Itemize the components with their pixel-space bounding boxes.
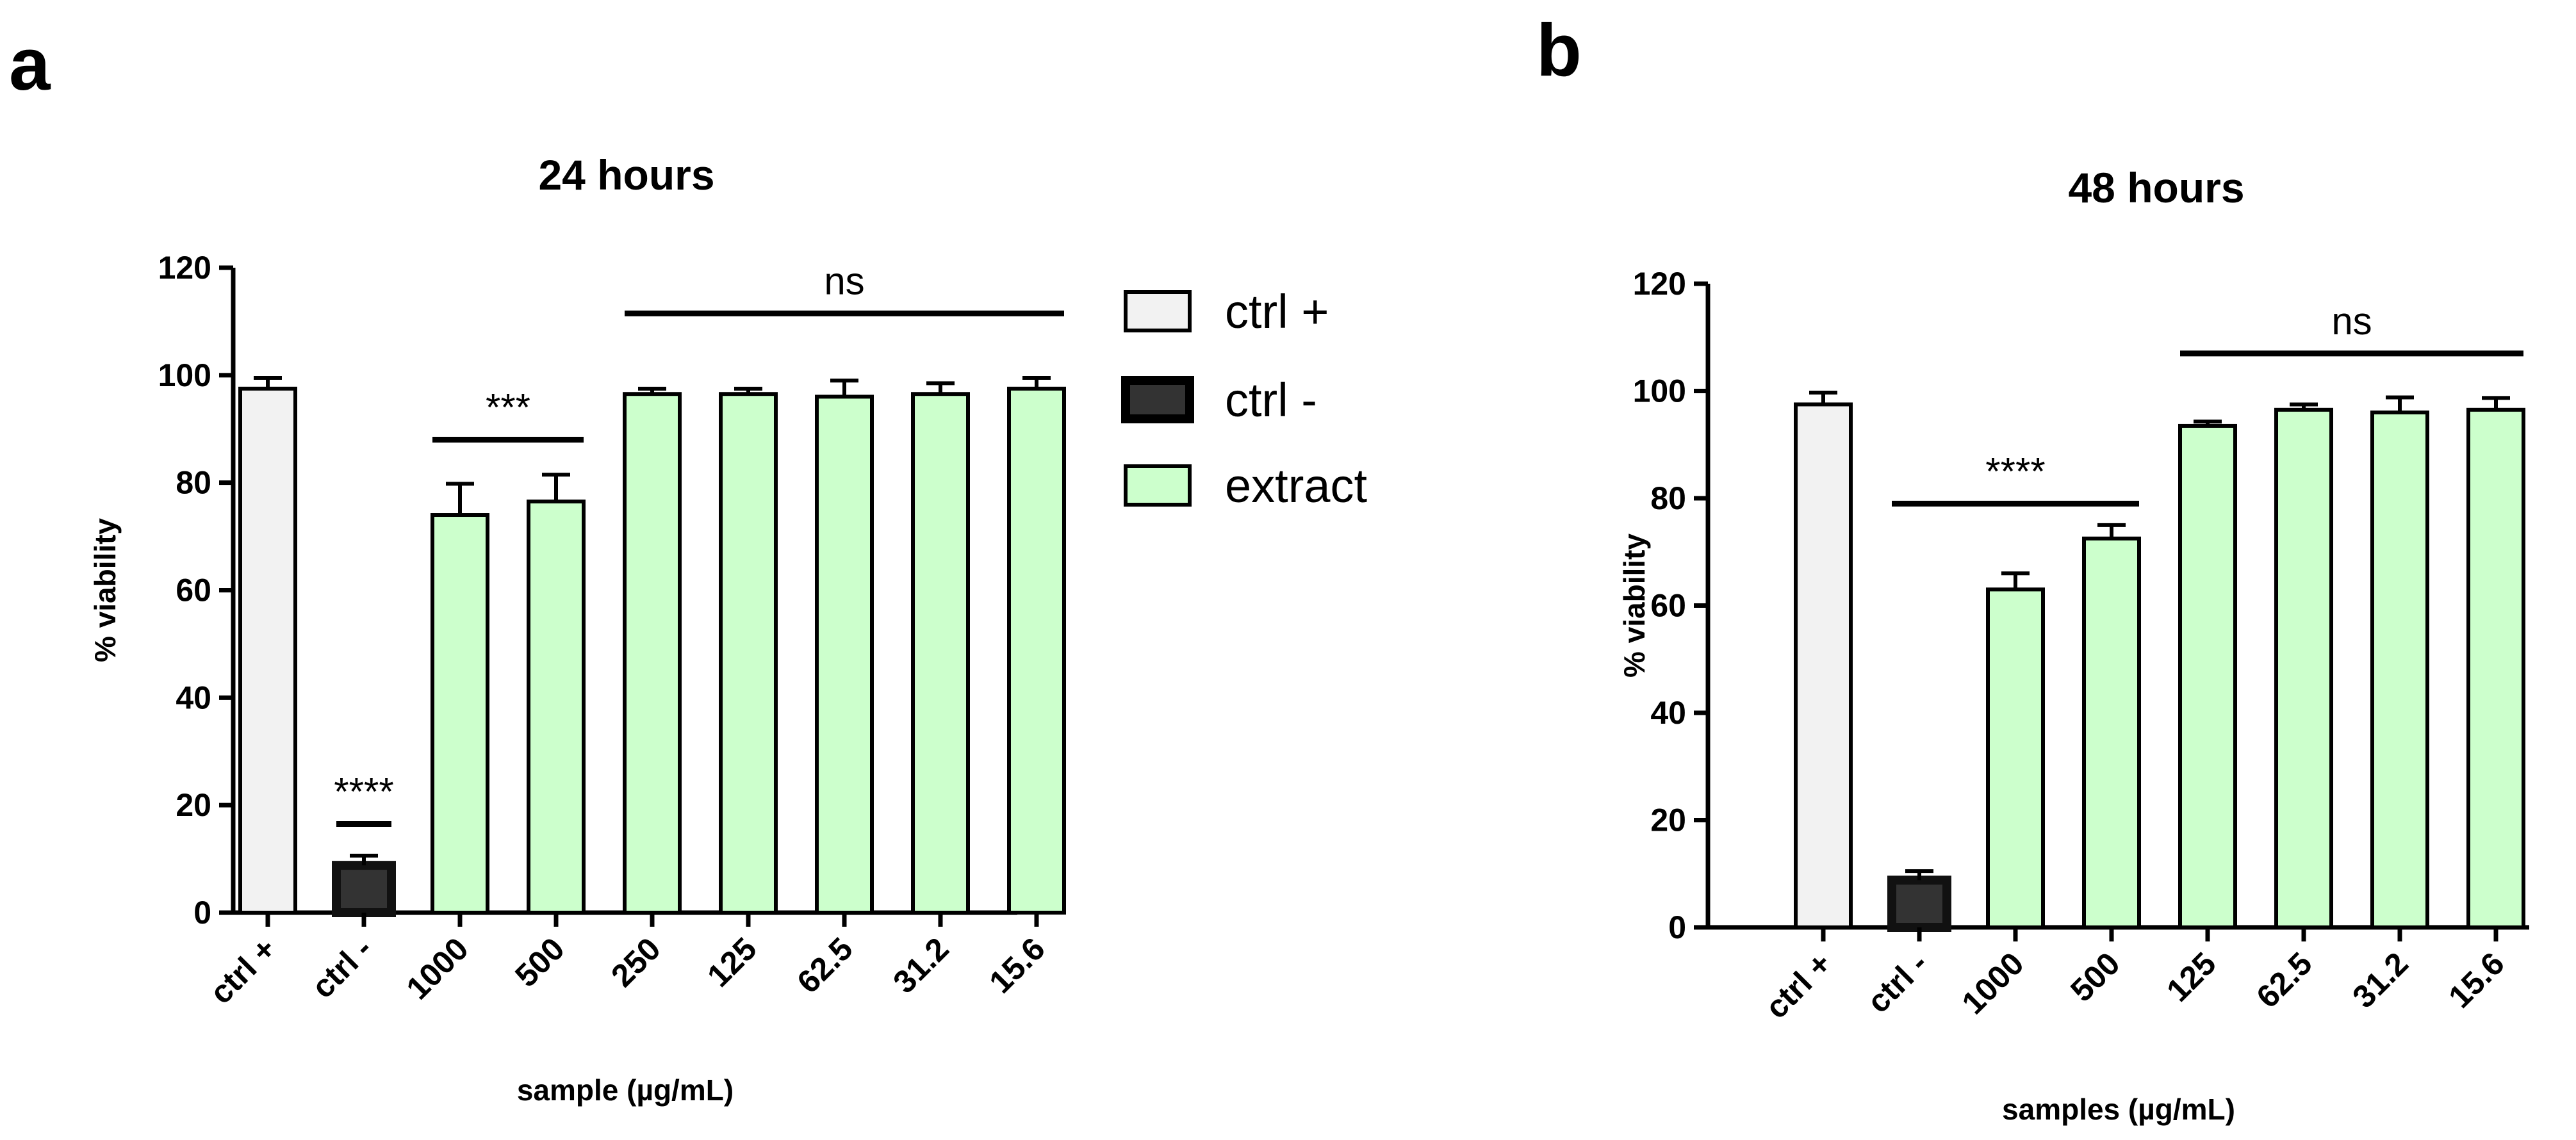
bar bbox=[719, 392, 778, 915]
bar bbox=[2082, 536, 2141, 929]
x-tick-label: 31.2 bbox=[886, 931, 955, 1000]
x-tick-label: ctrl - bbox=[305, 931, 379, 1005]
legend-swatch bbox=[1124, 290, 1192, 332]
significance-label: **** bbox=[1985, 450, 2045, 493]
x-axis-label: samples (µg/mL) bbox=[2002, 1093, 2235, 1126]
y-tick-label: 100 bbox=[1633, 373, 1686, 409]
x-tick-label: ctrl + bbox=[203, 931, 283, 1011]
bar bbox=[1794, 402, 1853, 929]
bar bbox=[238, 386, 297, 915]
bar bbox=[1887, 875, 1951, 932]
bar bbox=[2466, 407, 2525, 929]
bar bbox=[623, 392, 682, 915]
y-tick-label: 60 bbox=[1650, 588, 1686, 624]
bar bbox=[815, 395, 874, 915]
x-tick-label: 31.2 bbox=[2345, 945, 2415, 1014]
chart-b: 48 hours 0 20 40 60 80 100 120 % viability ctrl +… bbox=[1618, 164, 2529, 1126]
y-tick-label: 80 bbox=[176, 465, 211, 501]
x-tick-label: 15.6 bbox=[982, 931, 1051, 1000]
panel-letter-a: a bbox=[9, 22, 51, 106]
y-tick-label: 20 bbox=[176, 787, 211, 823]
significance-label: ns bbox=[2331, 300, 2372, 343]
x-tick-label: 250 bbox=[604, 931, 668, 994]
legend-label: ctrl - bbox=[1225, 373, 1317, 427]
y-axis-label: % viability bbox=[1618, 533, 1651, 678]
bar bbox=[1007, 386, 1066, 915]
bar bbox=[1986, 587, 2045, 929]
panel-letter-b: b bbox=[1536, 8, 1582, 92]
significance-label: *** bbox=[486, 386, 530, 429]
y-tick-label: 40 bbox=[1650, 695, 1686, 731]
y-axis-label: % viability bbox=[88, 518, 122, 662]
x-tick-label: 500 bbox=[508, 931, 571, 994]
chart-title: 48 hours bbox=[2068, 164, 2244, 211]
y-tick-label: 120 bbox=[1633, 266, 1686, 302]
x-tick-label: 62.5 bbox=[790, 931, 859, 1000]
legend-swatch bbox=[1124, 464, 1192, 507]
y-tick-label: 40 bbox=[176, 680, 211, 715]
y-tick-label: 0 bbox=[1668, 909, 1686, 945]
bar bbox=[431, 513, 489, 915]
chart-title: 24 hours bbox=[538, 151, 714, 199]
y-tick-label: 0 bbox=[193, 895, 211, 931]
y-tick-label: 60 bbox=[176, 573, 211, 608]
x-tick-label: ctrl - bbox=[1860, 945, 1935, 1020]
x-tick-label: 1000 bbox=[400, 931, 475, 1006]
y-tick-label: 100 bbox=[158, 357, 211, 393]
bar bbox=[2370, 411, 2429, 929]
y-tick-label: 80 bbox=[1650, 480, 1686, 516]
x-tick-label: 1000 bbox=[1955, 945, 2031, 1021]
bar bbox=[527, 500, 586, 915]
x-tick-label: 125 bbox=[2160, 945, 2223, 1009]
x-tick-label: ctrl + bbox=[1759, 945, 1839, 1025]
x-tick-label: 500 bbox=[2063, 945, 2127, 1009]
chart-a: 24 hours 0 20 40 60 80 100 120 % viability ctrl +… bbox=[88, 151, 1066, 1107]
significance-label: **** bbox=[334, 770, 393, 813]
y-tick-label: 20 bbox=[1650, 802, 1686, 838]
bar bbox=[911, 392, 970, 915]
y-tick-label: 120 bbox=[158, 250, 211, 286]
x-tick-label: 62.5 bbox=[2249, 945, 2318, 1014]
legend-swatch bbox=[1121, 376, 1194, 423]
legend-label: extract bbox=[1225, 459, 1368, 512]
bar bbox=[2274, 407, 2333, 929]
x-tick-label: 15.6 bbox=[2441, 945, 2511, 1014]
x-tick-label: 125 bbox=[700, 931, 764, 994]
legend: ctrl + ctrl - extract bbox=[1121, 285, 1368, 512]
legend-label: ctrl + bbox=[1225, 285, 1329, 338]
bar bbox=[2178, 423, 2237, 929]
bar bbox=[332, 861, 396, 917]
significance-label: ns bbox=[824, 259, 864, 302]
x-axis-label: sample (µg/mL) bbox=[517, 1073, 734, 1107]
